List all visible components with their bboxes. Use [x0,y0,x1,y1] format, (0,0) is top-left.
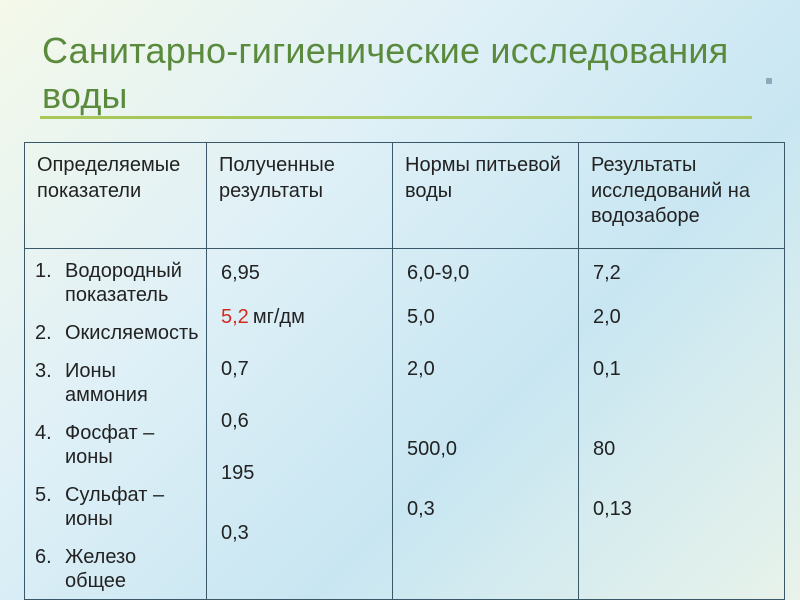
norm-value: 2,0 [407,357,566,381]
param-number: 2. [35,321,65,345]
obtained-value: 195 [221,461,380,485]
intake-value: 80 [593,437,772,461]
spacer [407,461,566,497]
obtained-value: 5,2мг/дм [221,305,380,329]
table-header-row: Определяемые показатели Полученные резул… [25,143,785,249]
spacer [407,381,566,409]
decorative-dot [766,78,772,84]
param-number: 4. [35,421,65,445]
intake-value: 0,1 [593,357,772,381]
parameter-list: 1. Водородный показатель 2. Окисляемость… [35,259,200,593]
water-analysis-table: Определяемые показатели Полученные резул… [24,142,785,600]
cell-parameters: 1. Водородный показатель 2. Окисляемость… [25,248,207,599]
parameter-item: 2. Окисляемость [35,321,200,345]
spacer [593,285,772,305]
param-number: 1. [35,259,65,283]
norm-value: 500,0 [407,437,566,461]
spacer [221,285,380,305]
slide: Санитарно-гигиенические исследования вод… [0,0,800,600]
intake-value: 2,0 [593,305,772,329]
title-underline [40,116,752,119]
spacer [221,485,380,521]
spacer [221,329,380,357]
col-header-norms: Нормы питьевой воды [393,143,579,249]
param-label: Водородный показатель [65,259,200,307]
obtained-value: 0,3 [221,521,380,545]
norm-value: 5,0 [407,305,566,329]
obtained-value: 0,6 [221,409,380,433]
param-label: Сульфат – ионы [65,483,200,531]
col-header-intake: Результаты исследований на водозаборе [579,143,785,249]
slide-title: Санитарно-гигиенические исследования вод… [0,18,800,132]
parameter-item: 3. Ионы аммония [35,359,200,407]
param-number: 5. [35,483,65,507]
param-label: Фосфат – ионы [65,421,200,469]
spacer [221,433,380,461]
cell-intake: 7,2 2,0 0,1 80 0,13 [579,248,785,599]
param-number: 6. [35,545,65,569]
param-label: Окисляемость [65,321,200,345]
parameter-item: 6. Железо общее [35,545,200,593]
parameter-item: 4. Фосфат – ионы [35,421,200,469]
spacer [593,409,772,437]
spacer [407,285,566,305]
spacer [593,329,772,357]
param-label: Железо общее [65,545,200,593]
spacer [221,381,380,409]
col-header-obtained: Полученные результаты [207,143,393,249]
obtained-value: 0,7 [221,357,380,381]
intake-value: 0,13 [593,497,772,521]
intake-value: 7,2 [593,261,772,285]
obtained-value: 6,95 [221,261,380,285]
norm-value: 0,3 [407,497,566,521]
unit-label: мг/дм [253,306,305,328]
spacer [593,461,772,497]
parameter-item: 1. Водородный показатель [35,259,200,307]
cell-obtained: 6,95 5,2мг/дм 0,7 0,6 195 0,3 [207,248,393,599]
spacer [407,329,566,357]
param-number: 3. [35,359,65,383]
table-row: 1. Водородный показатель 2. Окисляемость… [25,248,785,599]
spacer [593,381,772,409]
spacer [407,409,566,437]
norm-value: 6,0-9,0 [407,261,566,285]
param-label: Ионы аммония [65,359,200,407]
cell-norms: 6,0-9,0 5,0 2,0 500,0 0,3 [393,248,579,599]
col-header-parameters: Определяемые показатели [25,143,207,249]
parameter-item: 5. Сульфат – ионы [35,483,200,531]
